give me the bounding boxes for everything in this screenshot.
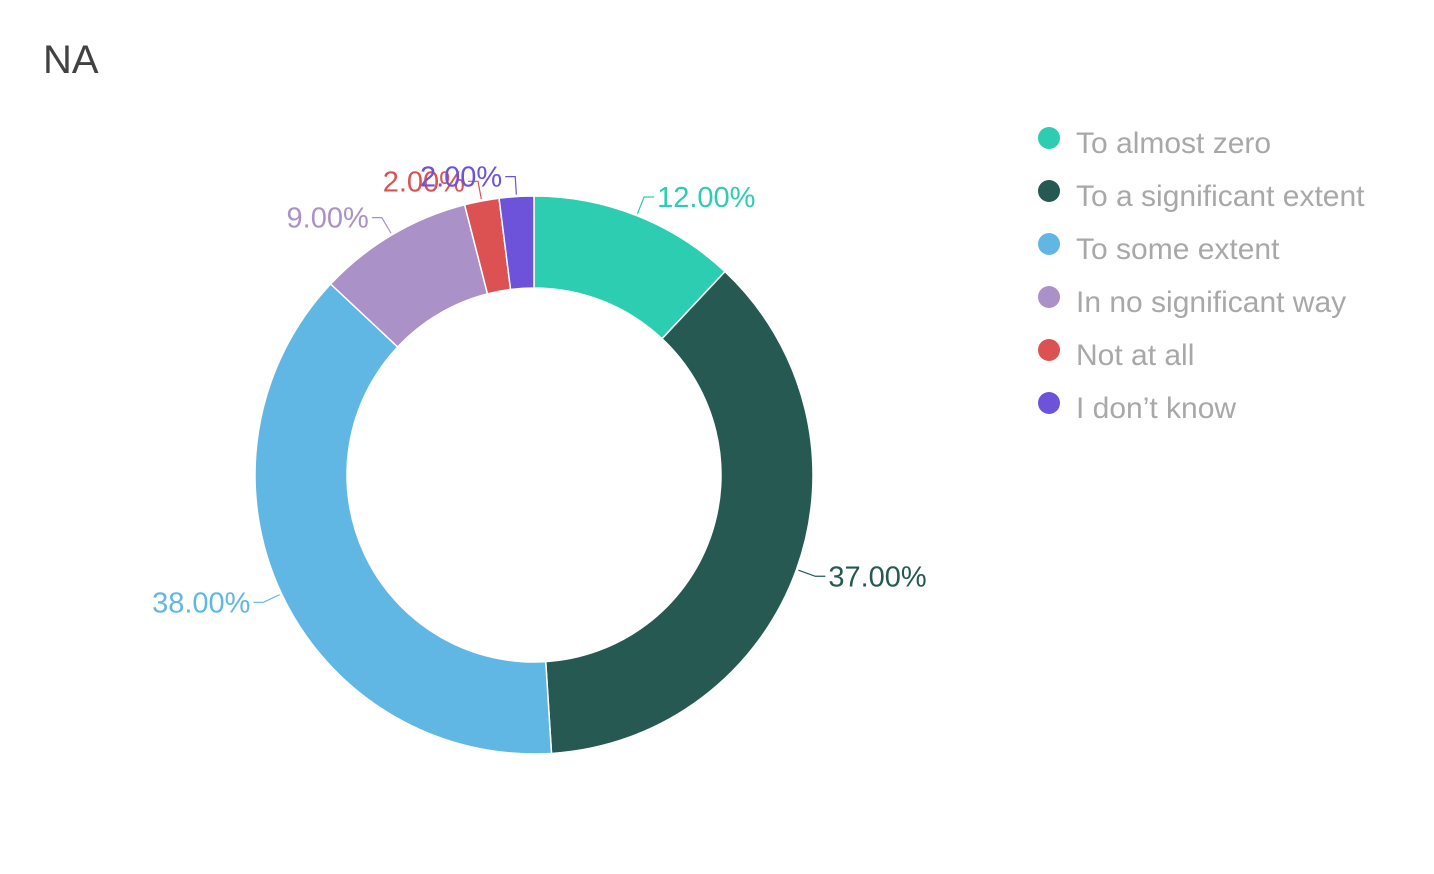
legend-item-in-no-significant-way[interactable]: In no significant way [1036,283,1416,322]
legend-swatch-icon [1038,339,1060,361]
chart-legend: To almost zero To a significant extent To … [1036,124,1416,442]
legend-swatch-icon [1038,286,1060,308]
chart-title: NA [43,38,99,82]
legend-swatch-icon [1038,180,1060,202]
legend-swatch-icon [1038,127,1060,149]
data-label-to-almost-zero: 12.00% [657,182,755,214]
legend-item-to-almost-zero[interactable]: To almost zero [1036,124,1416,163]
legend-item-not-at-all[interactable]: Not at all [1036,336,1416,375]
legend-label: In no significant way [1076,286,1347,319]
legend-swatch-icon [1038,233,1060,255]
legend-label: To some extent [1076,233,1280,266]
leader-line-to-some-extent [253,594,280,603]
legend-item-to-some-extent[interactable]: To some extent [1036,230,1416,269]
legend-label: To almost zero [1076,127,1272,160]
leader-line-to-a-significant-extent [798,569,826,577]
legend-swatch-icon [1038,392,1060,414]
leader-line-to-almost-zero [636,196,655,214]
data-label-to-a-significant-extent: 37.00% [828,561,926,593]
data-label-to-some-extent: 38.00% [152,587,250,619]
data-label-in-no-significant-way: 9.00% [287,203,369,235]
leader-line-in-no-significant-way [371,217,392,234]
legend-item-i-don-t-know[interactable]: I don’t know [1036,389,1416,428]
leader-line-i-don-t-know [505,175,517,195]
slice-to-some-extent[interactable] [254,282,553,755]
legend-label: I don’t know [1076,392,1237,425]
leader-line-not-at-all [467,180,482,200]
data-label-not-at-all: 2.00% [383,166,465,198]
legend-label: Not at all [1076,339,1195,372]
legend-item-to-a-significant-extent[interactable]: To a significant extent [1036,177,1416,216]
data-label-i-don-t-know: 2.00% [420,162,502,194]
slice-to-a-significant-extent[interactable] [544,270,814,755]
legend-label: To a significant extent [1076,180,1365,213]
slice-i-don-t-know[interactable] [498,195,535,291]
